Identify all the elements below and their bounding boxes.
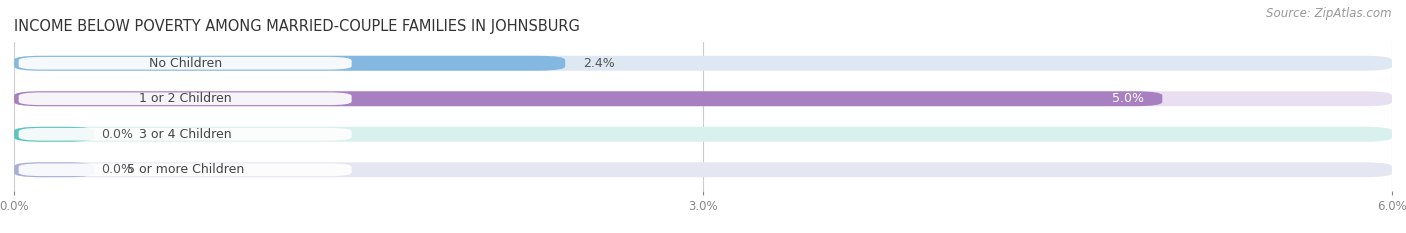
- Text: 5 or more Children: 5 or more Children: [127, 163, 243, 176]
- FancyBboxPatch shape: [14, 127, 94, 142]
- Text: 2.4%: 2.4%: [583, 57, 616, 70]
- Text: 3 or 4 Children: 3 or 4 Children: [139, 128, 232, 141]
- FancyBboxPatch shape: [14, 127, 1392, 142]
- FancyBboxPatch shape: [14, 56, 1392, 71]
- FancyBboxPatch shape: [14, 91, 1163, 106]
- FancyBboxPatch shape: [18, 128, 352, 140]
- FancyBboxPatch shape: [18, 93, 352, 105]
- FancyBboxPatch shape: [18, 163, 352, 176]
- Text: INCOME BELOW POVERTY AMONG MARRIED-COUPLE FAMILIES IN JOHNSBURG: INCOME BELOW POVERTY AMONG MARRIED-COUPL…: [14, 19, 579, 34]
- Text: 0.0%: 0.0%: [101, 128, 134, 141]
- FancyBboxPatch shape: [14, 91, 1392, 106]
- FancyBboxPatch shape: [14, 56, 565, 71]
- Text: 1 or 2 Children: 1 or 2 Children: [139, 92, 232, 105]
- FancyBboxPatch shape: [14, 162, 94, 177]
- Text: 5.0%: 5.0%: [1112, 92, 1144, 105]
- FancyBboxPatch shape: [18, 57, 352, 70]
- Text: 0.0%: 0.0%: [101, 163, 134, 176]
- FancyBboxPatch shape: [14, 162, 1392, 177]
- Text: No Children: No Children: [149, 57, 222, 70]
- Text: Source: ZipAtlas.com: Source: ZipAtlas.com: [1267, 7, 1392, 20]
